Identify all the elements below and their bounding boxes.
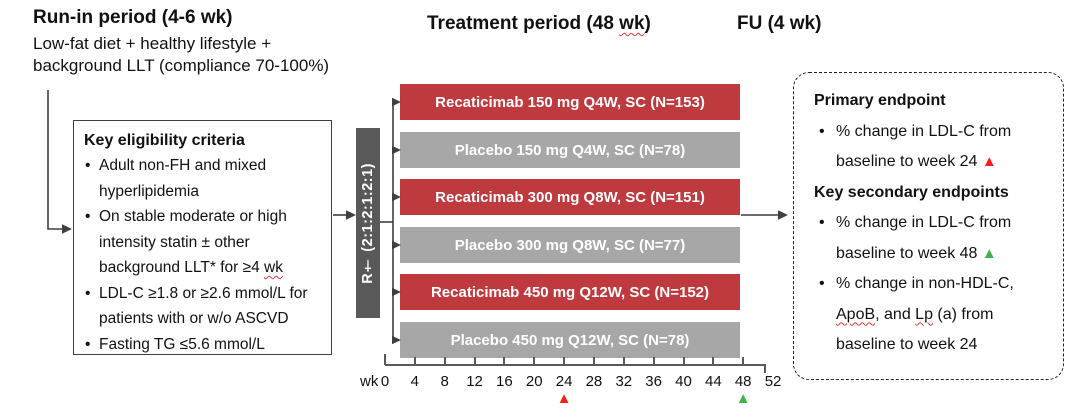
treatment-period-title: Treatment period (48 wk): [427, 13, 651, 35]
arm-label: Placebo 150 mg Q4W, SC (N=78): [454, 141, 686, 159]
randomization-label: R† (2:1:2:1:2:1): [360, 162, 376, 284]
axis-tick: [384, 354, 386, 365]
axis-tick: [443, 357, 446, 365]
text-segment: ): [644, 13, 651, 34]
marker-red-triangle-icon: ▲: [981, 153, 997, 170]
bullet-icon: •: [819, 214, 825, 231]
axis-tick-label: 12: [466, 373, 483, 390]
run-in-subtitle-line1: Low-fat diet + healthy lifestyle +: [33, 34, 272, 53]
bullet-icon: •: [85, 157, 91, 174]
text-segment: On stable moderate or high intensity sta…: [99, 208, 287, 276]
run-in-to-eligibility-arrow-line: [47, 90, 63, 230]
eligibility-item: • Adult non-FH and mixed hyperlipidemia: [84, 153, 325, 204]
treatment-arm-bar: Recaticimab 450 mg Q12W, SC (N=152): [400, 274, 740, 310]
text-segment: % change in LDL-C from baseline to week …: [836, 214, 1012, 262]
text-segment: LDL-C ≥1.8 or ≥2.6 mmol/L for patients w…: [99, 284, 308, 328]
placebo-arm-bar: Placebo 300 mg Q8W, SC (N=77): [400, 227, 740, 263]
axis-tick-label: 4: [410, 373, 420, 390]
text-segment: ApoB: [836, 305, 876, 323]
axis-tick-label: 40: [675, 373, 692, 390]
axis-tick-label: 24: [555, 373, 573, 390]
axis-tick: [622, 357, 625, 365]
axis-tick-label: 44: [705, 373, 722, 390]
text-segment: Primary endpoint: [814, 92, 946, 109]
axis-unit-label: wk: [360, 373, 379, 390]
run-in-period-title: Run-in period (4-6 wk): [33, 7, 233, 28]
axis-end-tick: [764, 365, 767, 373]
axis-tick: [592, 357, 595, 365]
bullet-icon: •: [85, 208, 91, 225]
text-segment: wk: [619, 13, 645, 34]
arm-label: Placebo 450 mg Q12W, SC (N=78): [450, 331, 690, 349]
axis-tick: [413, 357, 416, 365]
arms-to-endpoints-arrowhead: [778, 210, 788, 220]
treatment-arm-bar: Recaticimab 300 mg Q8W, SC (N=151): [400, 179, 740, 215]
axis-tick-label: 20: [525, 373, 543, 390]
eligibility-item: • LDL-C ≥1.8 or ≥2.6 mmol/L for patients …: [84, 281, 325, 332]
axis-line: [385, 364, 767, 366]
text-segment: % change in LDL-C from baseline to week …: [836, 122, 1012, 171]
axis-tick-label: 36: [645, 373, 662, 390]
run-in-subtitle-line2: background LLT (compliance 70-100%): [33, 56, 330, 75]
text-segment: Fasting TG ≤5.6 mmol/L: [99, 335, 265, 353]
axis-tick-label: 0: [380, 373, 390, 390]
text-segment: wk: [264, 259, 283, 276]
placebo-arm-bar: Placebo 150 mg Q4W, SC (N=78): [400, 132, 740, 168]
run-in-to-eligibility-arrowhead: [62, 224, 72, 234]
endpoint-heading: Key secondary endpoints: [814, 178, 1051, 209]
endpoints-panel: Primary endpoint • % change in LDL-C from …: [793, 72, 1064, 380]
endpoint-item: • % change in non-HDL-C, ApoB, and Lp (a)…: [814, 269, 1051, 361]
axis-tick: [742, 357, 745, 365]
endpoints-list: Primary endpoint • % change in LDL-C from …: [814, 86, 1051, 361]
endpoint-item: • % change in LDL-C from baseline to week…: [814, 208, 1051, 269]
axis-tick-label: 32: [615, 373, 633, 390]
eligibility-title: Key eligibility criteria: [84, 132, 245, 149]
arm-label: Recaticimab 150 mg Q4W, SC (N=153): [435, 93, 705, 111]
arm-label: Placebo 300 mg Q8W, SC (N=77): [454, 236, 686, 254]
bullet-icon: •: [85, 284, 91, 302]
eligibility-item: • On stable moderate or high intensity st…: [84, 204, 325, 281]
follow-up-title: FU (4 wk): [737, 13, 822, 34]
text-segment: % change in non-HDL-C,: [836, 275, 1014, 292]
axis-tick: [652, 357, 655, 365]
text-segment: Key secondary endpoints: [814, 183, 1009, 201]
eligibility-list: • Adult non-FH and mixed hyperlipidemia • O…: [84, 153, 325, 357]
axis-tick: [712, 357, 715, 365]
placebo-arm-bar: Placebo 450 mg Q12W, SC (N=78): [400, 322, 740, 358]
axis-tick-label: 48: [734, 373, 752, 390]
arm-label: Recaticimab 300 mg Q8W, SC (N=151): [435, 188, 705, 206]
eligibility-criteria-box: Key eligibility criteria • Adult non-FH a…: [73, 120, 332, 355]
text-segment: Lp: [915, 305, 933, 323]
axis-tick: [473, 357, 476, 365]
axis-tick-label: 8: [440, 373, 449, 390]
endpoint-heading: Primary endpoint: [814, 86, 1051, 117]
eligibility-item: • Fasting TG ≤5.6 mmol/L: [84, 332, 325, 358]
axis-tick: [563, 357, 566, 365]
axis-tick: [503, 357, 506, 365]
treatment-arm-bar: Recaticimab 150 mg Q4W, SC (N=153): [400, 84, 740, 120]
axis-tick-label: 28: [585, 373, 603, 390]
endpoint-item: • % change in LDL-C from baseline to week…: [814, 117, 1051, 178]
axis-tick: [533, 357, 536, 365]
marker-red-axis-triangle-icon: ▲: [556, 390, 572, 407]
bullet-icon: •: [819, 275, 825, 292]
text-segment: Treatment period (48: [427, 13, 620, 34]
text-segment: , and: [875, 305, 916, 323]
axis-tick-label: 16: [496, 373, 513, 390]
bullet-icon: •: [819, 122, 825, 140]
bullet-icon: •: [85, 335, 91, 353]
text-segment: (a) from baseline to week 24: [836, 305, 994, 354]
randomization-box: R† (2:1:2:1:2:1): [356, 128, 380, 318]
arm-label: Recaticimab 450 mg Q12W, SC (N=152): [430, 283, 710, 301]
marker-green-axis-triangle-icon: ▲: [735, 390, 751, 407]
text-segment: Adult non-FH and mixed hyperlipidemia: [99, 157, 267, 200]
eligibility-to-randomization-arrowhead: [346, 210, 356, 220]
axis-tick: [682, 357, 685, 365]
marker-green-triangle-icon: ▲: [981, 244, 997, 262]
axis-tick-label: 52: [764, 373, 782, 390]
